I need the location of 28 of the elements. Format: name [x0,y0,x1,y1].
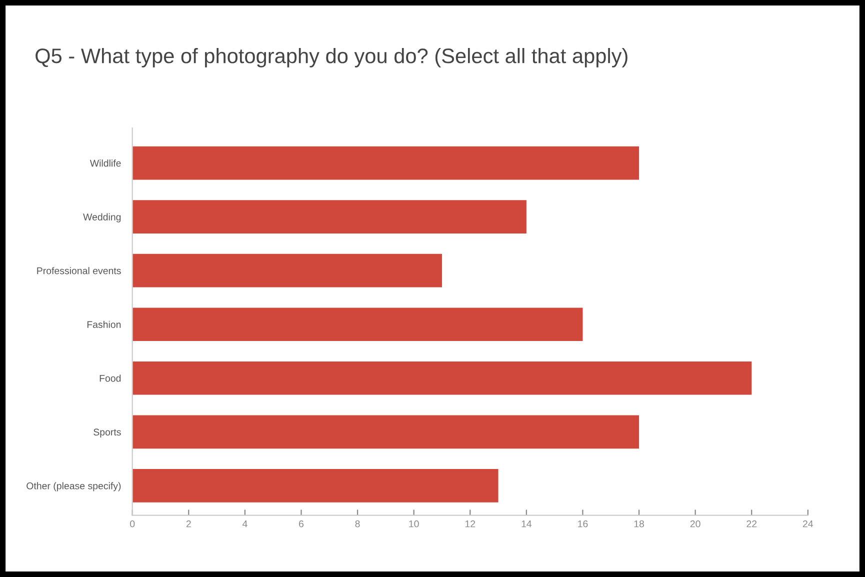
x-tick-label: 12 [465,520,476,528]
x-tick-label: 20 [690,520,700,528]
bar [132,254,442,288]
y-tick-label: Sports [94,428,121,438]
x-tick-label: 2 [186,520,191,528]
x-tick-label: 14 [522,520,532,528]
bar [132,146,640,180]
y-tick-label: Other (please specify) [26,482,121,492]
y-tick-label: Food [100,374,121,382]
x-tick-label: 4 [242,520,248,528]
x-tick-label: 18 [634,520,644,528]
bar [132,361,752,395]
bar [132,469,498,502]
chart-title: Q5 - What type of photography do you do? (Select all that apply) [36,48,628,68]
x-tick-label: 8 [355,520,360,528]
bar [132,200,526,234]
x-tick-label: 16 [578,520,588,528]
x-tick-label: 24 [802,520,814,528]
x-tick-label: 6 [299,520,304,528]
y-tick-label: Wildlife [90,160,121,167]
y-tick-label: Fashion [87,320,121,328]
bar [132,415,640,449]
x-tick-label: 10 [409,520,419,528]
x-tick-label: 0 [130,520,135,528]
y-tick-label: Professional events [37,267,121,274]
x-tick-label: 22 [746,520,757,528]
bar [132,308,583,342]
y-tick-label: Wedding [83,213,121,222]
